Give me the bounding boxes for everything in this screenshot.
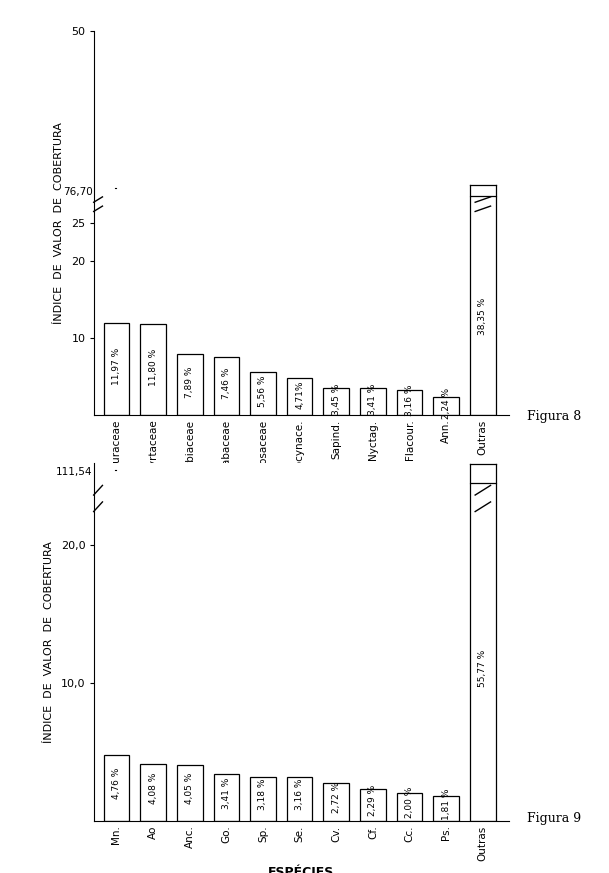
Bar <box>177 354 203 415</box>
Text: 5,56 %: 5,56 % <box>258 375 267 407</box>
Text: 2,00 %: 2,00 % <box>405 787 414 818</box>
Text: 3,16 %: 3,16 % <box>405 384 414 416</box>
Text: 3,45 %: 3,45 % <box>332 383 341 415</box>
Text: 4,05 %: 4,05 % <box>185 773 194 804</box>
Text: 3,16 %: 3,16 % <box>295 779 304 810</box>
Text: 3,41 %: 3,41 % <box>222 777 231 808</box>
X-axis label: FAMÍLIAS: FAMÍLIAS <box>269 503 334 516</box>
Y-axis label: ÍNDICE  DE  VALOR  DE  COBERTURA: ÍNDICE DE VALOR DE COBERTURA <box>54 121 65 324</box>
Text: 3,41 %: 3,41 % <box>368 383 378 415</box>
Text: 4,71%: 4,71% <box>295 380 304 409</box>
Text: 11,80 %: 11,80 % <box>149 348 158 386</box>
Bar <box>360 388 385 415</box>
Text: 55,77 %: 55,77 % <box>478 650 487 687</box>
Bar <box>434 795 459 821</box>
Text: 3,18 %: 3,18 % <box>258 779 267 810</box>
Text: 2,24 %: 2,24 % <box>442 388 451 419</box>
Bar <box>140 765 166 821</box>
Bar <box>287 379 312 415</box>
Text: 38,35 %: 38,35 % <box>478 298 487 334</box>
Bar <box>470 196 496 415</box>
Y-axis label: ÍNDICE  DE  VALOR  DE  COBERTURA: ÍNDICE DE VALOR DE COBERTURA <box>44 540 54 743</box>
Text: 2,72 %: 2,72 % <box>332 782 341 814</box>
Text: 1,81 %: 1,81 % <box>442 788 451 820</box>
Bar <box>177 765 203 821</box>
Bar <box>396 793 423 821</box>
Text: 11,97 %: 11,97 % <box>112 347 121 385</box>
Text: 4,76 %: 4,76 % <box>112 768 121 800</box>
Bar <box>434 397 459 415</box>
Bar <box>250 372 276 415</box>
Bar <box>323 388 349 415</box>
Text: 7,46 %: 7,46 % <box>222 368 231 400</box>
Bar <box>104 755 129 821</box>
Text: Figura 9: Figura 9 <box>527 812 581 825</box>
X-axis label: ESPÉCIES: ESPÉCIES <box>269 866 334 873</box>
Bar <box>140 324 166 415</box>
Bar <box>250 777 276 821</box>
Text: Figura 8: Figura 8 <box>527 410 581 423</box>
Text: 76,70: 76,70 <box>63 187 93 196</box>
Bar <box>214 773 239 821</box>
Bar <box>214 357 239 415</box>
Bar <box>396 390 423 415</box>
Bar <box>470 484 496 821</box>
Bar <box>104 323 129 415</box>
Text: 111,54: 111,54 <box>56 467 93 477</box>
Text: 2,29 %: 2,29 % <box>368 785 378 816</box>
Bar <box>287 777 312 821</box>
Text: 4,08 %: 4,08 % <box>149 773 158 804</box>
Bar <box>360 789 385 821</box>
Bar <box>323 783 349 821</box>
Text: 7,89 %: 7,89 % <box>185 367 194 398</box>
